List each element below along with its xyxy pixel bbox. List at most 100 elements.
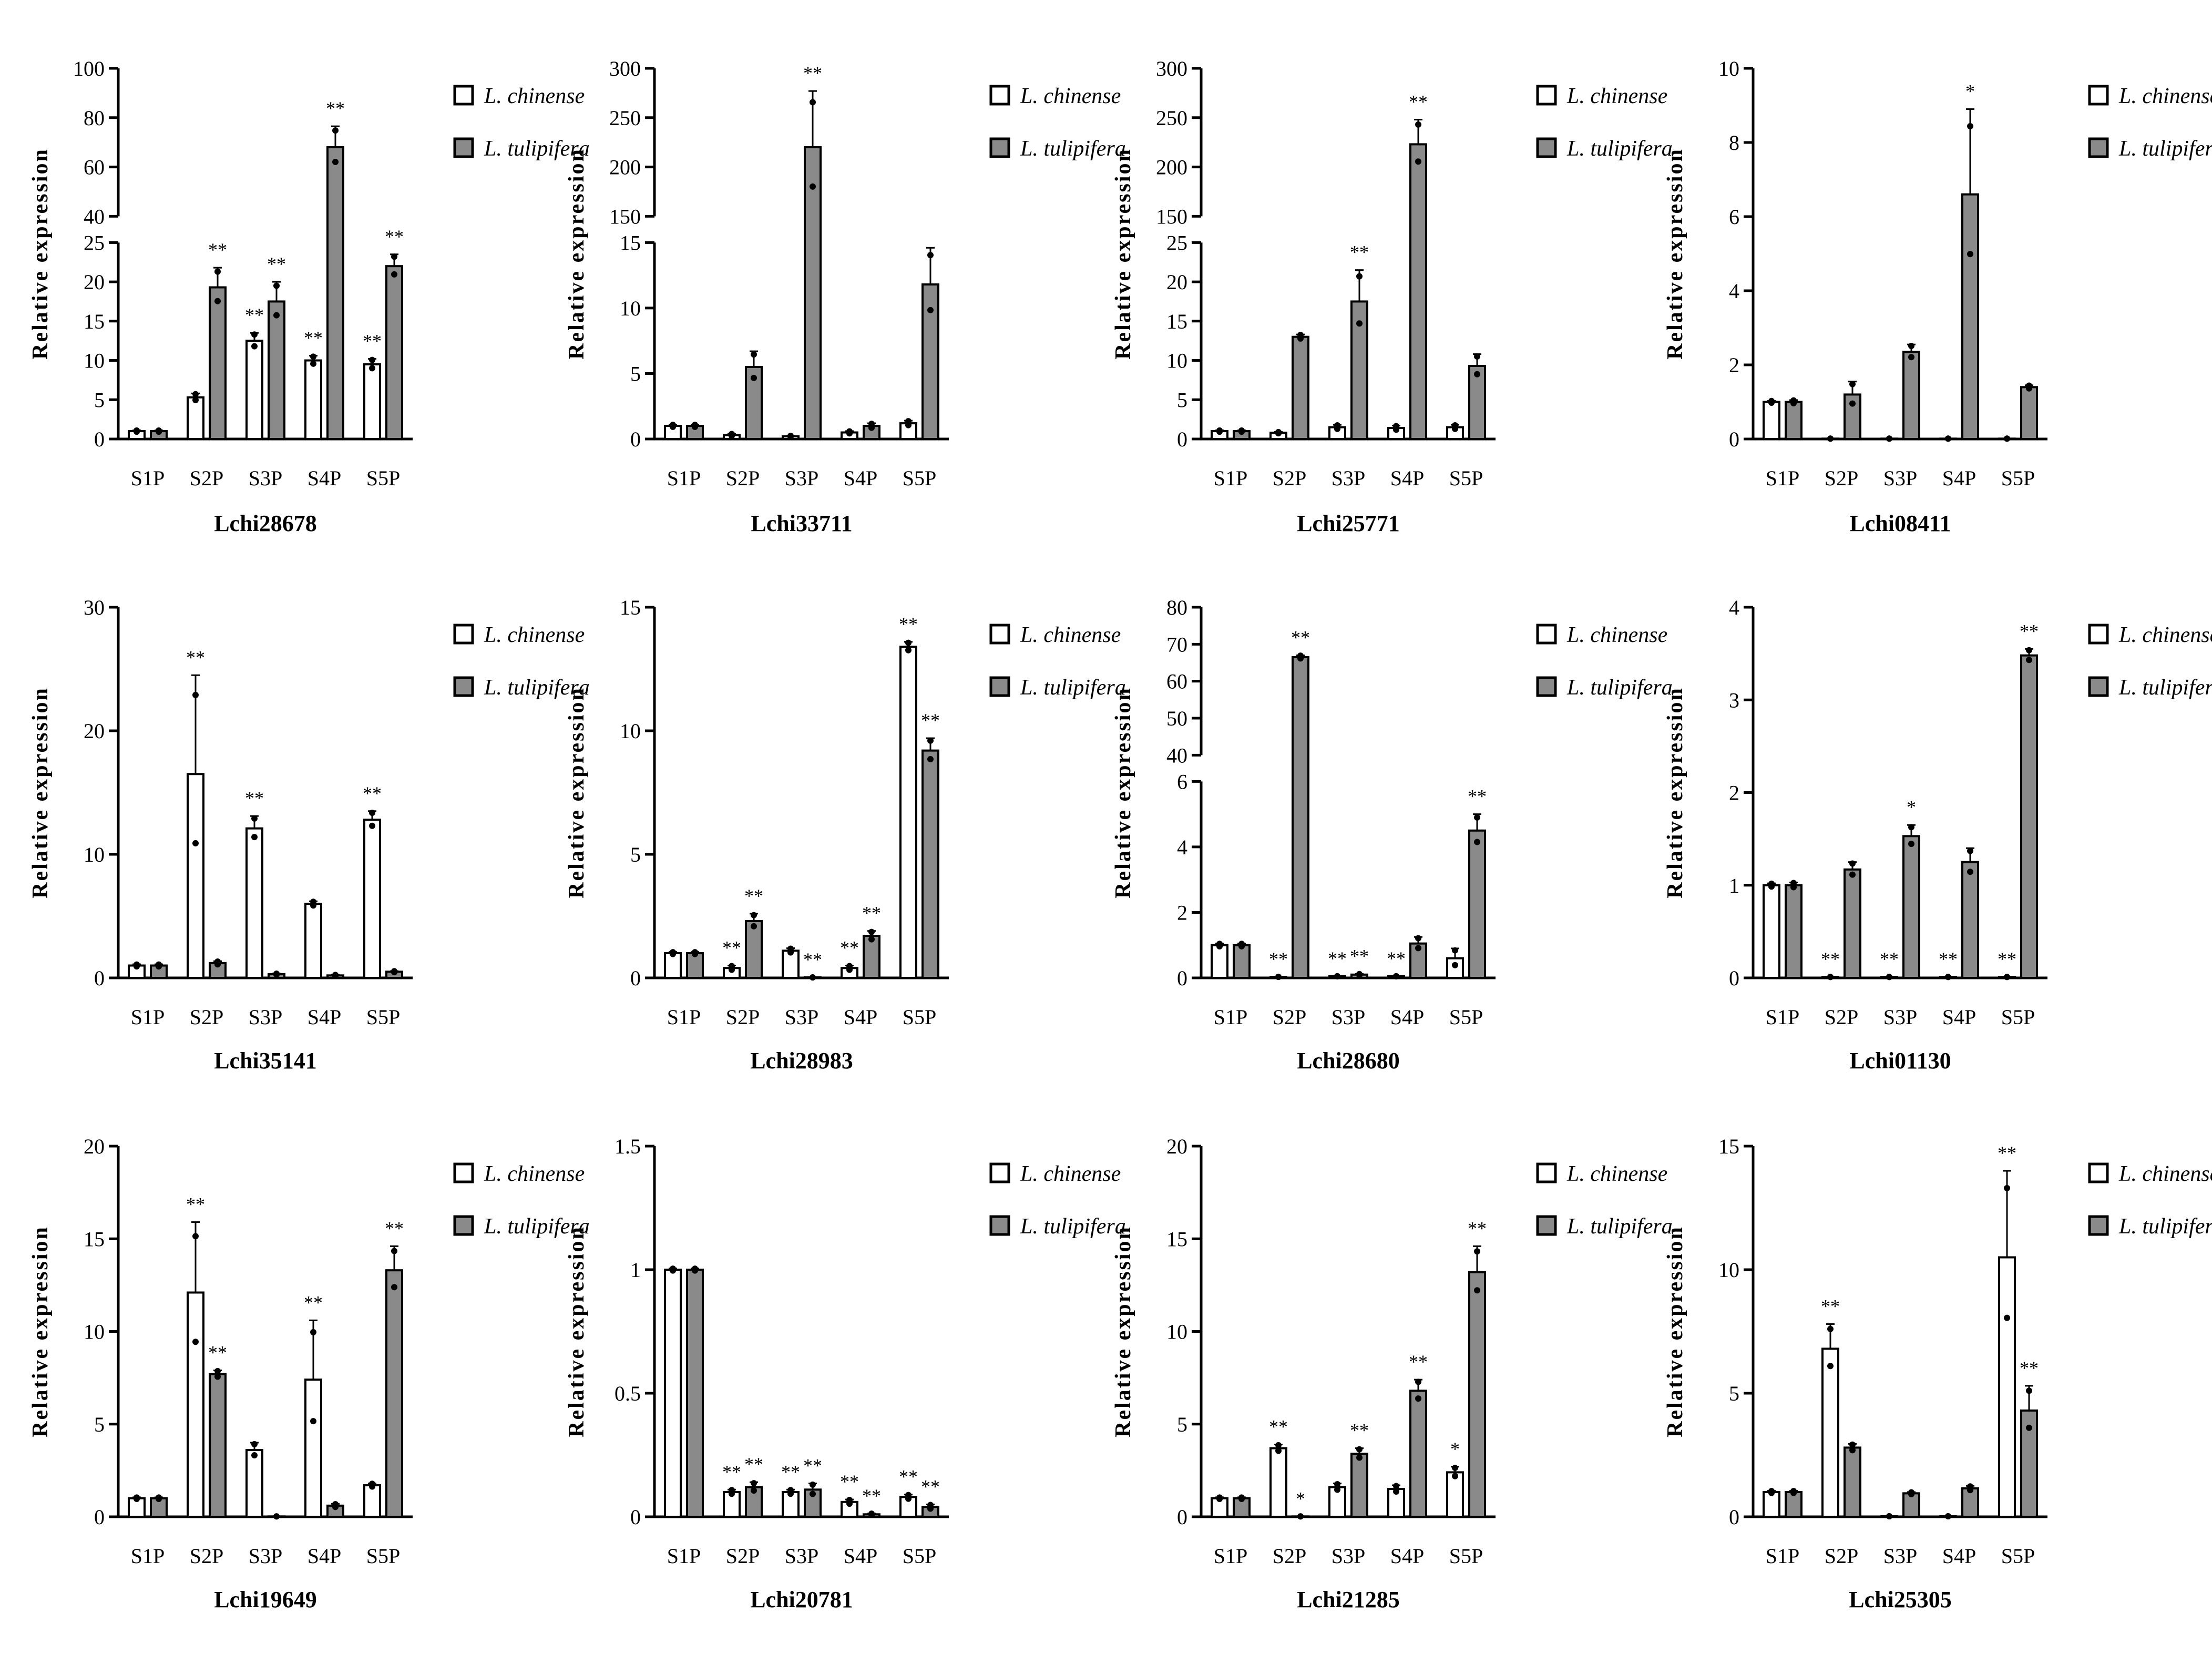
chart-title: Lchi01130 bbox=[1849, 1048, 1951, 1074]
y-axis-label: Relative expression bbox=[28, 1226, 53, 1437]
replicate-dot bbox=[2004, 435, 2010, 442]
y-tick-label: 40 bbox=[84, 205, 105, 228]
y-tick-label: 5 bbox=[1177, 388, 1187, 412]
significance-label: ** bbox=[208, 1342, 227, 1363]
replicate-dot bbox=[729, 966, 735, 973]
replicate-dot bbox=[927, 737, 934, 744]
legend-swatch-chinense bbox=[453, 624, 474, 645]
replicate-dot bbox=[1886, 974, 1892, 981]
y-tick-label: 300 bbox=[1156, 57, 1187, 80]
replicate-dot bbox=[369, 365, 375, 372]
bar-chinense-S5P bbox=[363, 819, 381, 979]
significance-label: ** bbox=[862, 903, 881, 924]
y-axis-label: Relative expression bbox=[28, 148, 53, 360]
replicate-dot bbox=[1297, 335, 1304, 342]
replicate-dot bbox=[332, 1504, 339, 1510]
replicate-dot bbox=[214, 1367, 221, 1374]
legend-label-tulipifera: L. tulipifera bbox=[484, 1214, 590, 1239]
replicate-dot bbox=[1945, 974, 1951, 981]
replicate-dot bbox=[1393, 426, 1399, 433]
chart-panel-Lchi25771: 0 5 10 15 20 25 150 200 250 300 Relative expressio… bbox=[1111, 57, 1673, 536]
y-tick-label: 10 bbox=[620, 719, 641, 743]
legend-swatch-tulipifera bbox=[1536, 1215, 1557, 1236]
significance-label: * bbox=[1965, 81, 1975, 102]
replicate-dot bbox=[1334, 1481, 1340, 1487]
replicate-dot bbox=[2026, 385, 2032, 392]
bar-chinense-S5P bbox=[1446, 1471, 1464, 1518]
x-tick-label: S1P bbox=[1766, 1005, 1800, 1029]
y-tick-label: 60 bbox=[1166, 670, 1187, 693]
bar-tulipifera-S2P bbox=[1844, 1446, 1861, 1518]
y-tick-label: 80 bbox=[1166, 596, 1187, 619]
bar-tulipifera-S3P bbox=[268, 300, 285, 440]
significance-label: ** bbox=[744, 885, 763, 906]
chart-title: Lchi35141 bbox=[214, 1048, 317, 1074]
bar-tulipifera-S1P bbox=[1785, 401, 1803, 440]
significance-label: ** bbox=[744, 1454, 763, 1475]
bar-tulipifera-S1P bbox=[686, 952, 704, 979]
significance-label: ** bbox=[899, 1466, 918, 1487]
replicate-dot bbox=[214, 961, 221, 968]
replicate-dot bbox=[1908, 841, 1914, 848]
bar-tulipifera-S4P bbox=[1409, 143, 1427, 440]
replicate-dot bbox=[1827, 1325, 1834, 1332]
replicate-dot bbox=[251, 331, 258, 338]
x-tick-label: S3P bbox=[1332, 1005, 1366, 1029]
y-axis-label: Relative expression bbox=[1111, 687, 1135, 899]
replicate-dot bbox=[214, 298, 221, 304]
replicate-dot bbox=[1886, 1513, 1892, 1520]
significance-label: ** bbox=[781, 1461, 800, 1482]
y-tick-label: 5 bbox=[94, 388, 105, 412]
significance-label: ** bbox=[267, 253, 286, 274]
y-tick-label: 100 bbox=[73, 57, 105, 80]
y-tick-label: 4 bbox=[1177, 835, 1187, 859]
bar-chinense-S2P bbox=[1821, 1347, 1839, 1518]
bar-chinense-S1P bbox=[1211, 944, 1228, 979]
replicate-dot bbox=[1849, 1441, 1856, 1448]
replicate-dot bbox=[273, 1513, 280, 1520]
significance-label: ** bbox=[1409, 91, 1428, 113]
x-tick-label: S1P bbox=[131, 466, 165, 490]
legend-label-tulipifera: L. tulipifera bbox=[1020, 137, 1126, 161]
bar-tulipifera-S2P bbox=[1292, 335, 1309, 441]
replicate-dot bbox=[332, 158, 339, 165]
replicate-dot bbox=[927, 307, 934, 313]
y-tick-label: 250 bbox=[609, 106, 641, 130]
replicate-dot bbox=[1238, 1495, 1245, 1502]
significance-label: ** bbox=[304, 328, 323, 349]
legend-label-chinense: L. chinense bbox=[1020, 1162, 1121, 1186]
bar-tulipifera-S1P bbox=[686, 1269, 704, 1518]
replicate-dot bbox=[751, 374, 757, 381]
bar-chinense-S1P bbox=[1763, 884, 1780, 979]
replicate-dot bbox=[1474, 353, 1480, 360]
x-tick-label: S4P bbox=[1942, 466, 1977, 490]
y-tick-label: 1 bbox=[630, 1258, 641, 1282]
y-tick-label: 200 bbox=[609, 156, 641, 179]
chart-title: Lchi19649 bbox=[214, 1587, 317, 1612]
replicate-dot bbox=[1768, 399, 1775, 406]
bar-tulipifera-S2P bbox=[1844, 868, 1861, 979]
significance-label: ** bbox=[1880, 948, 1899, 969]
y-tick-label: 20 bbox=[84, 719, 105, 743]
bar-chinense-S2P bbox=[187, 396, 204, 440]
x-tick-label: S1P bbox=[1766, 466, 1800, 490]
x-tick-label: S1P bbox=[131, 1544, 165, 1568]
chart-panel-Lchi28680: 0 2 4 6 40 50 60 70 80 Relative expression S1P S2P *… bbox=[1111, 596, 1673, 1074]
replicate-dot bbox=[1216, 943, 1223, 949]
chart-panel-Lchi28678: 0 5 10 15 20 25 40 60 80 100 Relative expression S1… bbox=[28, 57, 590, 536]
y-tick-label: 10 bbox=[1718, 1258, 1739, 1282]
legend-swatch-chinense bbox=[989, 85, 1010, 106]
y-tick-label: 8 bbox=[1729, 131, 1739, 155]
significance-label: ** bbox=[1350, 242, 1369, 263]
legend-label-chinense: L. chinense bbox=[1566, 84, 1667, 108]
x-tick-label: S4P bbox=[1390, 466, 1425, 490]
legend-label-chinense: L. chinense bbox=[1566, 623, 1667, 647]
replicate-dot bbox=[2004, 974, 2010, 981]
replicate-dot bbox=[1356, 1454, 1363, 1461]
y-tick-label: 2 bbox=[1729, 781, 1739, 805]
y-tick-label: 2 bbox=[1729, 353, 1739, 377]
chart-panel-Lchi08411: 0 2 4 6 8 10 Relative expression S1P S2P S3P S4P * S… bbox=[1663, 57, 2212, 536]
chart-title: Lchi33711 bbox=[751, 511, 852, 536]
